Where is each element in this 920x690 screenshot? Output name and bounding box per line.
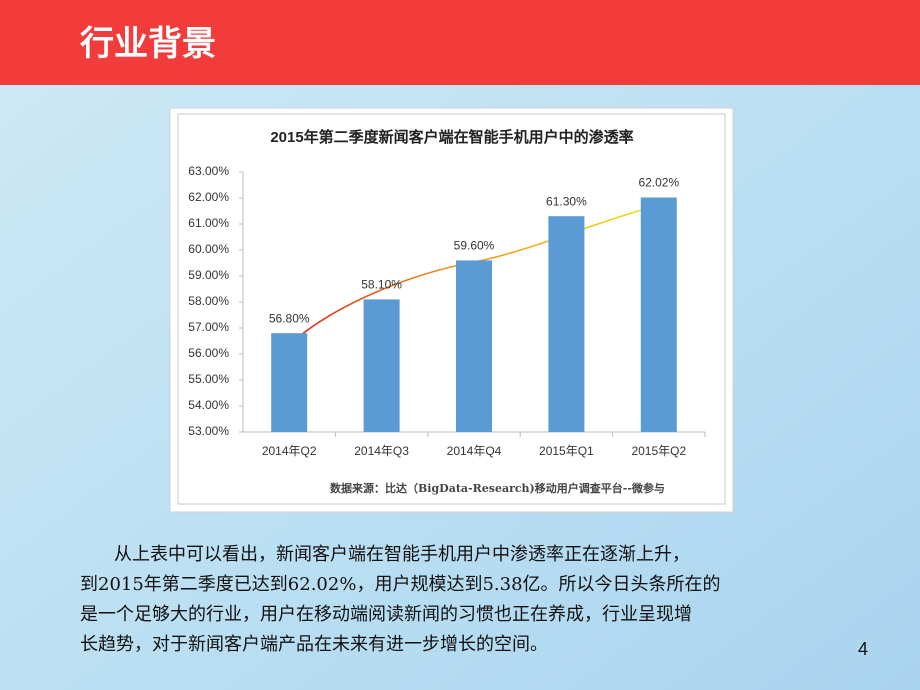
paragraph-line: 长趋势，对于新闻客户端产品在未来有进一步增长的空间。 xyxy=(80,634,548,655)
y-tick-label: 53.00% xyxy=(188,424,229,438)
chart-frame xyxy=(169,107,734,513)
x-tick-label: 2014年Q3 xyxy=(354,444,409,458)
page-number: 4 xyxy=(858,639,868,659)
bar xyxy=(548,216,585,432)
value-label: 62.02% xyxy=(638,176,679,190)
y-tick-label: 59.00% xyxy=(188,268,229,282)
header-title: 行业背景 xyxy=(80,25,216,63)
paragraph-line: 从上表中可以看出，新闻客户端在智能手机用户中渗透率正在逐渐上升， xyxy=(114,544,690,565)
paragraph: 从上表中可以看出，新闻客户端在智能手机用户中渗透率正在逐渐上升， 到2015年第二… xyxy=(80,544,721,655)
y-tick-label: 63.00% xyxy=(188,164,229,178)
header-bar xyxy=(0,0,920,85)
y-tick-label: 57.00% xyxy=(188,320,229,334)
paragraph-line: 是一个足够大的行业，用户在移动端阅读新闻的习惯也正在养成，行业呈现增 xyxy=(80,604,692,625)
bar xyxy=(456,260,492,432)
bar xyxy=(363,299,400,432)
x-tick-label: 2014年Q2 xyxy=(262,444,317,458)
bar xyxy=(271,333,308,432)
y-tick-label: 60.00% xyxy=(188,242,229,256)
chart-title: 2015年第二季度新闻客户端在智能手机用户中的渗透率 xyxy=(270,128,633,146)
bar xyxy=(640,197,677,432)
value-label: 61.30% xyxy=(546,194,587,208)
y-tick-label: 62.00% xyxy=(188,190,229,204)
y-tick-label: 61.00% xyxy=(188,216,229,230)
x-tick-label: 2015年Q1 xyxy=(539,444,594,458)
value-label: 56.80% xyxy=(269,311,310,325)
y-tick-label: 58.00% xyxy=(188,294,229,308)
value-label: 59.60% xyxy=(454,239,495,253)
chart-source: 数据来源：比达（BigData-Research)移动用户调查平台--微参与 xyxy=(330,481,665,495)
y-tick-label: 54.00% xyxy=(188,398,229,412)
x-tick-label: 2014年Q4 xyxy=(447,444,502,458)
y-tick-label: 56.00% xyxy=(188,346,229,360)
value-label: 58.10% xyxy=(361,278,402,292)
chart-plot-frame xyxy=(177,113,726,505)
paragraph-line: 到2015年第二季度已达到62.02%，用户规模达到5.38亿。所以今日头条所在… xyxy=(80,574,721,595)
x-tick-label: 2015年Q2 xyxy=(631,444,686,458)
y-tick-label: 55.00% xyxy=(188,372,229,386)
